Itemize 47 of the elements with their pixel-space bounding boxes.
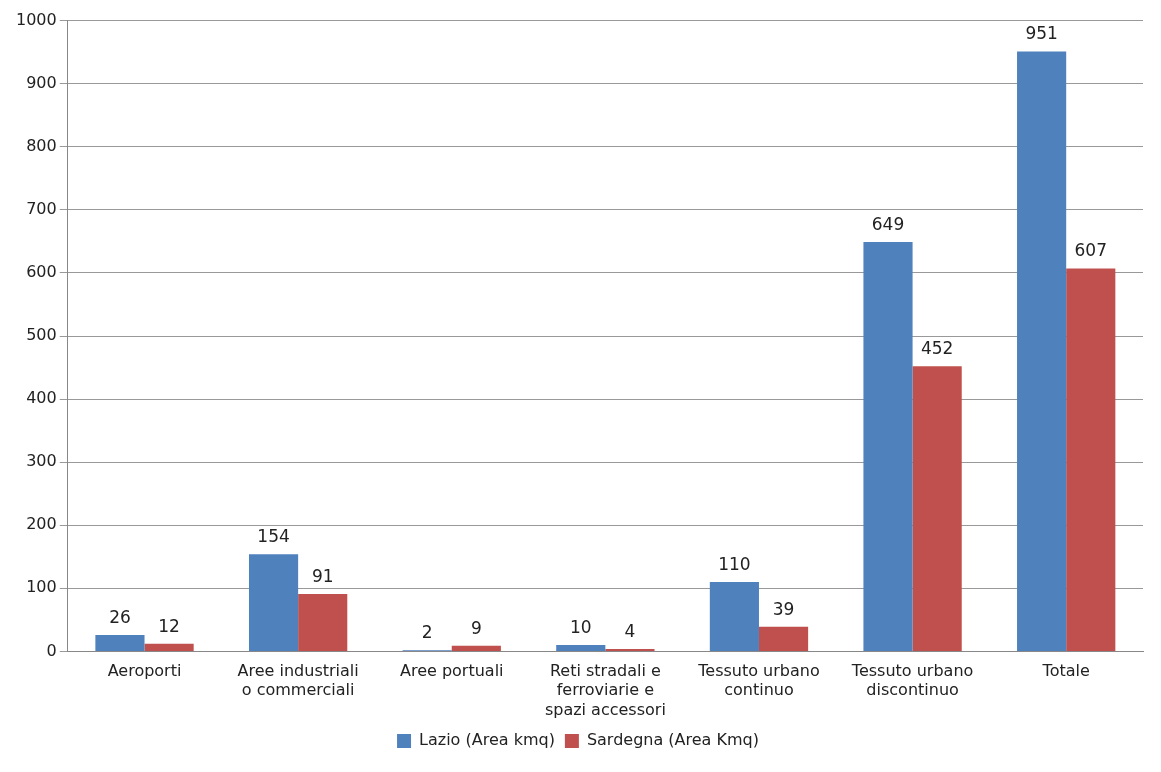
- y-tick-label: 1000: [16, 9, 57, 29]
- y-tick-label: 100: [26, 577, 57, 597]
- x-tick-label: Tessuto urbano continuo: [697, 661, 820, 700]
- bar: [556, 645, 606, 651]
- data-label: 452: [920, 338, 954, 359]
- bar: [298, 594, 348, 651]
- bar: [144, 643, 194, 651]
- bar: [248, 554, 299, 651]
- y-tick-label: 200: [26, 514, 57, 534]
- y-tick-label: 300: [26, 451, 57, 471]
- data-label: 110: [718, 553, 751, 574]
- data-label: 607: [1074, 240, 1107, 261]
- x-tick-label: Aeroporti: [107, 661, 182, 681]
- bar: [758, 626, 809, 651]
- bar: [1017, 51, 1067, 651]
- bar: [1066, 268, 1116, 651]
- bar: [605, 648, 655, 651]
- x-tick-label: Aree portuali: [399, 661, 504, 681]
- y-tick-label: 700: [26, 199, 57, 218]
- x-tick-label: Reti stradali e ferroviarie e spazi accessori: [544, 661, 666, 719]
- y-tick-label: 500: [26, 325, 57, 345]
- data-label: 39: [772, 598, 795, 619]
- data-label: 951: [1025, 23, 1058, 44]
- y-tick-label: 900: [26, 72, 57, 92]
- bar: [863, 242, 913, 651]
- y-tick-label: 800: [26, 135, 57, 155]
- bar: [912, 366, 962, 651]
- x-tick-label: Tessuto urbano discontinuo: [850, 661, 974, 700]
- data-label: 91: [311, 565, 334, 586]
- y-tick-label: 0: [46, 640, 57, 660]
- data-label: 2: [421, 622, 433, 643]
- data-label: 154: [257, 526, 290, 547]
- data-label: 4: [624, 620, 636, 641]
- x-tick-label: Aree industriali o commerciali: [237, 661, 359, 700]
- legend-label: Sardegna (Area Kmq): [586, 730, 759, 750]
- legend-label: Lazio (Area kmq): [419, 730, 555, 750]
- bar: [709, 582, 759, 651]
- data-label: 9: [470, 617, 482, 638]
- y-tick-label: 400: [26, 388, 57, 408]
- data-label: 10: [569, 617, 592, 638]
- data-label: 26: [109, 606, 131, 627]
- data-label: 649: [871, 213, 905, 234]
- x-tick-label: Totale: [1041, 661, 1090, 681]
- y-tick-label: 600: [26, 262, 57, 282]
- bar: [451, 645, 501, 651]
- data-label: 12: [158, 615, 180, 636]
- bar: [95, 635, 145, 651]
